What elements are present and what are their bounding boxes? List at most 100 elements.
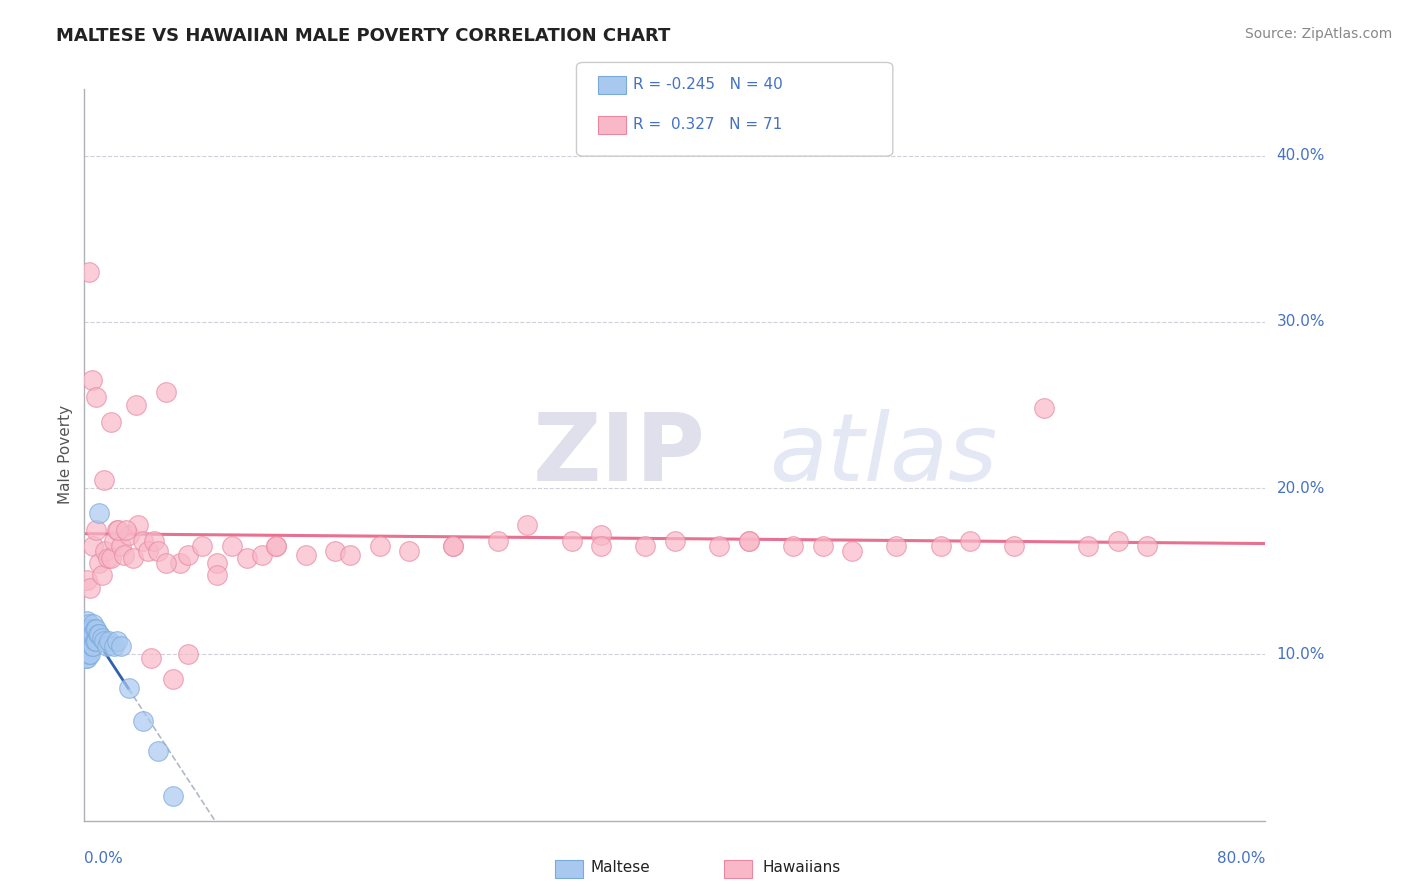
Point: [221, 539, 243, 553]
Point: [162, 673, 184, 687]
Point: [80, 639, 103, 653]
Point: [634, 539, 657, 553]
Point: [709, 539, 731, 553]
Point: [91, 631, 114, 645]
Point: [93, 473, 115, 487]
Point: [811, 539, 834, 553]
Point: [91, 567, 114, 582]
Point: [77, 265, 100, 279]
Text: 10.0%: 10.0%: [1277, 647, 1324, 662]
Point: [76, 631, 98, 645]
Text: R =  0.327   N = 71: R = 0.327 N = 71: [633, 118, 782, 132]
Point: [561, 534, 583, 549]
Text: atlas: atlas: [769, 409, 998, 500]
Point: [94, 544, 117, 558]
Y-axis label: Male Poverty: Male Poverty: [58, 405, 73, 505]
Point: [443, 539, 465, 553]
Point: [591, 527, 613, 541]
Point: [1077, 539, 1099, 553]
Point: [87, 627, 111, 641]
Point: [142, 534, 165, 549]
Point: [177, 548, 200, 562]
Point: [97, 551, 120, 566]
Point: [155, 556, 177, 570]
Point: [886, 539, 908, 553]
Text: ZIP: ZIP: [533, 409, 706, 501]
Point: [118, 681, 141, 695]
Point: [738, 534, 761, 549]
Text: Hawaiians: Hawaiians: [762, 860, 841, 874]
Point: [103, 534, 125, 549]
Point: [82, 627, 104, 641]
Point: [169, 556, 191, 570]
Point: [98, 634, 121, 648]
Point: [841, 544, 863, 558]
Point: [136, 544, 159, 558]
Point: [79, 623, 101, 637]
Point: [929, 539, 952, 553]
Text: Source: ZipAtlas.com: Source: ZipAtlas.com: [1244, 27, 1392, 41]
Point: [87, 556, 111, 570]
Point: [295, 548, 318, 562]
Point: [82, 639, 104, 653]
Point: [250, 548, 273, 562]
Point: [118, 527, 141, 541]
Point: [93, 634, 115, 648]
Point: [86, 627, 108, 641]
Point: [77, 627, 100, 641]
Point: [236, 551, 259, 566]
Point: [486, 534, 509, 549]
Point: [591, 539, 613, 553]
Text: 80.0%: 80.0%: [1218, 851, 1265, 866]
Point: [148, 544, 170, 558]
Point: [110, 539, 132, 553]
Point: [368, 539, 391, 553]
Point: [83, 634, 105, 648]
Point: [125, 398, 148, 412]
Text: 40.0%: 40.0%: [1277, 148, 1324, 163]
Point: [80, 631, 103, 645]
Point: [79, 648, 101, 662]
Point: [1033, 401, 1056, 416]
Point: [516, 517, 538, 532]
Text: MALTESE VS HAWAIIAN MALE POVERTY CORRELATION CHART: MALTESE VS HAWAIIAN MALE POVERTY CORRELA…: [56, 27, 671, 45]
Point: [83, 623, 105, 637]
Point: [1107, 534, 1129, 549]
Point: [1136, 539, 1159, 553]
Point: [122, 551, 145, 566]
Point: [77, 634, 100, 648]
Point: [80, 623, 103, 637]
Point: [77, 648, 100, 662]
Text: 20.0%: 20.0%: [1277, 481, 1324, 496]
Point: [266, 539, 288, 553]
Point: [105, 523, 128, 537]
Point: [207, 556, 229, 570]
Point: [107, 523, 129, 537]
Point: [339, 548, 361, 562]
Point: [96, 639, 118, 653]
Point: [76, 573, 98, 587]
Point: [325, 544, 347, 558]
Point: [207, 567, 229, 582]
Point: [79, 581, 101, 595]
Point: [148, 744, 170, 758]
Point: [87, 506, 111, 520]
Text: Maltese: Maltese: [591, 860, 650, 874]
Point: [82, 617, 104, 632]
Point: [84, 623, 107, 637]
Point: [76, 614, 98, 628]
Point: [1004, 539, 1026, 553]
Point: [82, 539, 104, 553]
Point: [100, 551, 122, 566]
Point: [266, 539, 288, 553]
Point: [162, 789, 184, 803]
Point: [112, 548, 135, 562]
Point: [79, 634, 101, 648]
Point: [738, 534, 761, 549]
Point: [75, 625, 97, 640]
Point: [75, 634, 97, 648]
Point: [103, 639, 125, 653]
Point: [155, 384, 177, 399]
Point: [191, 539, 214, 553]
Point: [75, 650, 97, 665]
